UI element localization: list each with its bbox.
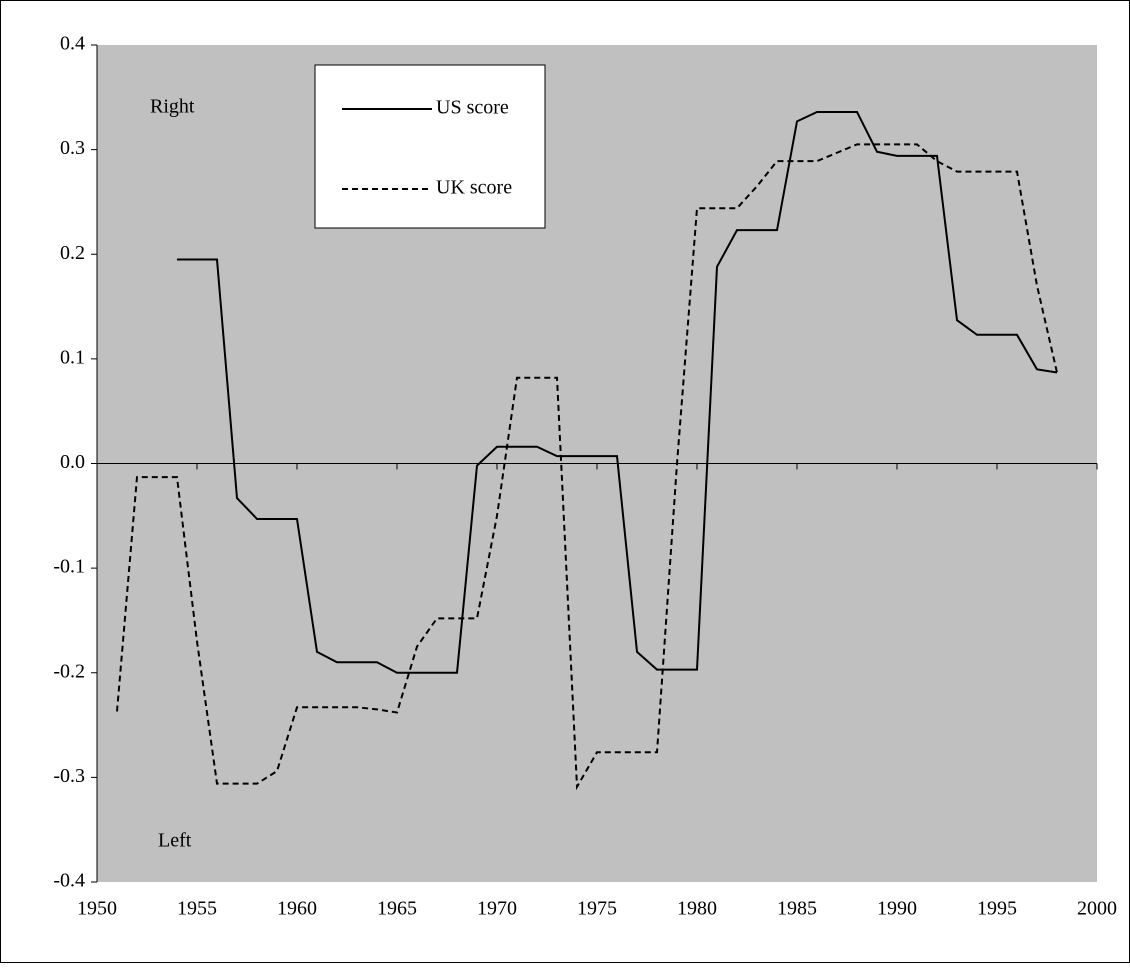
series-line [177, 110, 1058, 674]
y-tick-label: 0.1 [60, 346, 85, 368]
y-tick-label: 0.4 [60, 33, 85, 55]
x-tick-label: 1970 [477, 898, 517, 920]
x-tick-label: 1985 [777, 898, 817, 920]
x-tick-label: 1995 [977, 898, 1017, 920]
x-tick-label: 1960 [277, 898, 317, 920]
y-tick-label: -0.2 [53, 660, 85, 682]
y-tick-label: 0.2 [60, 242, 85, 264]
x-tick-label: 1965 [377, 898, 417, 920]
y-tick-label: 0.3 [60, 137, 85, 159]
x-tick-label: 1975 [577, 898, 617, 920]
legend-box [314, 64, 546, 229]
series-line [116, 143, 1058, 791]
y-tick-label: -0.4 [53, 870, 85, 892]
x-tick-label: 1980 [677, 898, 717, 920]
y-tick-label: 0.0 [60, 451, 85, 473]
legend-label: UK score [436, 177, 512, 199]
legend-label: US score [436, 97, 509, 119]
x-tick-label: 1990 [877, 898, 917, 920]
annotation: Left [158, 830, 192, 852]
y-tick-label: -0.3 [53, 765, 85, 787]
y-tick-label: -0.1 [53, 556, 85, 578]
x-tick-label: 1950 [77, 898, 117, 920]
x-tick-label: 2000 [1077, 898, 1117, 920]
annotation: Right [150, 96, 195, 118]
x-tick-label: 1955 [177, 898, 217, 920]
